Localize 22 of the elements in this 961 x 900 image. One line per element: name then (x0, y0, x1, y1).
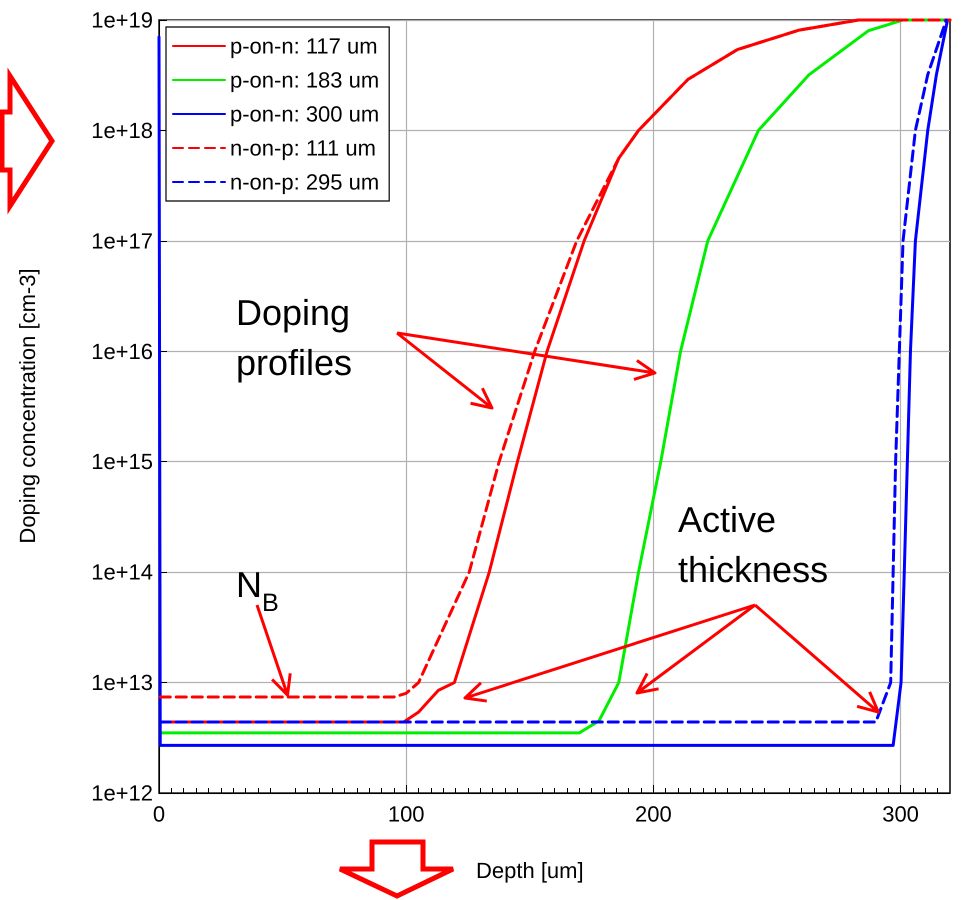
legend-label: p-on-n: 183 um (230, 68, 380, 92)
legend-label: n-on-p: 295 um (230, 170, 380, 194)
legend-label: p-on-n: 117 um (230, 34, 378, 58)
y-axis-title: Doping concentration [cm-3] (15, 268, 40, 544)
annotation: Doping profiles (236, 292, 352, 383)
y-tick-label: 1e+17 (91, 228, 153, 254)
y-tick-label: 1e+18 (91, 118, 153, 143)
y-tick-label: 1e+19 (91, 8, 153, 32)
x-tick-label: 200 (635, 802, 672, 826)
y-tick-label: 1e+15 (91, 449, 153, 474)
legend-label: n-on-p: 111 um (230, 136, 376, 160)
y-tick-label: 1e+14 (91, 560, 153, 585)
annotation: N$_{B}$ (236, 564, 279, 617)
x-axis-title: Depth [um] (476, 858, 584, 883)
legend-label: p-on-n: 300 um (230, 102, 380, 126)
y-tick-label: 1e+13 (91, 670, 153, 696)
x-tick-label: 300 (882, 802, 919, 826)
x-tick-label: 0 (152, 802, 166, 826)
annotation: Active thickness (678, 499, 828, 590)
y-tick-label: 1e+12 (91, 780, 153, 806)
y-tick-label: 1e+16 (91, 338, 153, 364)
x-tick-label: 100 (388, 802, 425, 826)
